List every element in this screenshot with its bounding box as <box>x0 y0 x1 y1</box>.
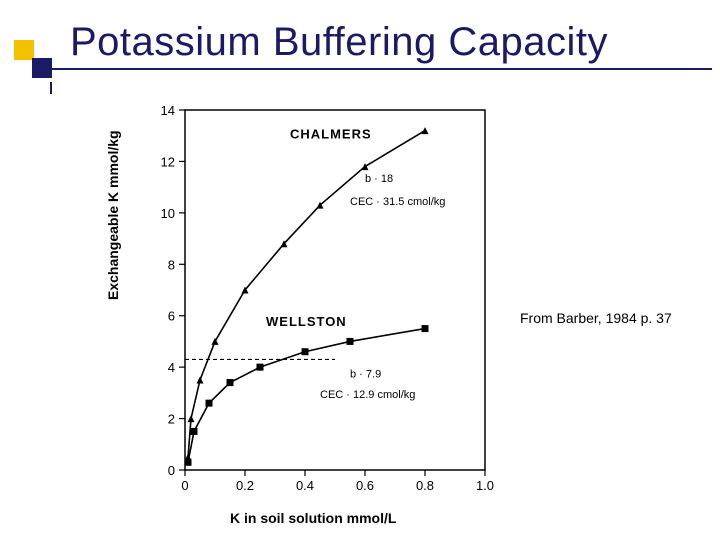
svg-text:10: 10 <box>161 206 175 221</box>
svg-text:WELLSTON: WELLSTON <box>266 314 347 329</box>
title-underline <box>52 68 712 70</box>
title-accent-square-b <box>32 58 52 78</box>
svg-text:0.8: 0.8 <box>416 478 434 493</box>
svg-text:12: 12 <box>161 154 175 169</box>
citation-text: From Barber, 1984 p. 37 <box>520 310 672 326</box>
page-title: Potassium Buffering Capacity <box>70 20 608 65</box>
svg-text:1.0: 1.0 <box>476 478 494 493</box>
buffering-chart: 0 0.2 0.4 0.6 0.8 1.0 0 2 4 6 8 10 12 14 CHALMERS b · 1… <box>130 100 530 500</box>
svg-text:2: 2 <box>168 412 175 427</box>
svg-text:8: 8 <box>168 257 175 272</box>
svg-text:14: 14 <box>161 103 175 118</box>
svg-text:0.6: 0.6 <box>356 478 374 493</box>
x-axis-label: K in soil solution mmol/L <box>230 510 396 526</box>
svg-text:6: 6 <box>168 309 175 324</box>
svg-text:0.2: 0.2 <box>236 478 254 493</box>
svg-text:4: 4 <box>168 360 175 375</box>
slide: Potassium Buffering Capacity Exchangeabl… <box>0 0 720 540</box>
title-tick <box>50 82 52 94</box>
svg-text:CHALMERS: CHALMERS <box>290 126 372 141</box>
title-accent-square-a <box>14 40 34 60</box>
svg-text:0: 0 <box>181 478 188 493</box>
svg-text:0: 0 <box>168 463 175 478</box>
svg-text:b · 7.9: b · 7.9 <box>350 368 381 380</box>
chart-container: 0 0.2 0.4 0.6 0.8 1.0 0 2 4 6 8 10 12 14 CHALMERS b · 1… <box>130 100 530 500</box>
svg-text:b · 18: b · 18 <box>365 173 393 185</box>
svg-text:CEC · 31.5 cmol/kg: CEC · 31.5 cmol/kg <box>350 196 445 208</box>
svg-text:0.4: 0.4 <box>296 478 314 493</box>
svg-text:CEC · 12.9 cmol/kg: CEC · 12.9 cmol/kg <box>320 389 415 401</box>
y-axis-label: Exchangeable K mmol/kg <box>105 130 121 300</box>
